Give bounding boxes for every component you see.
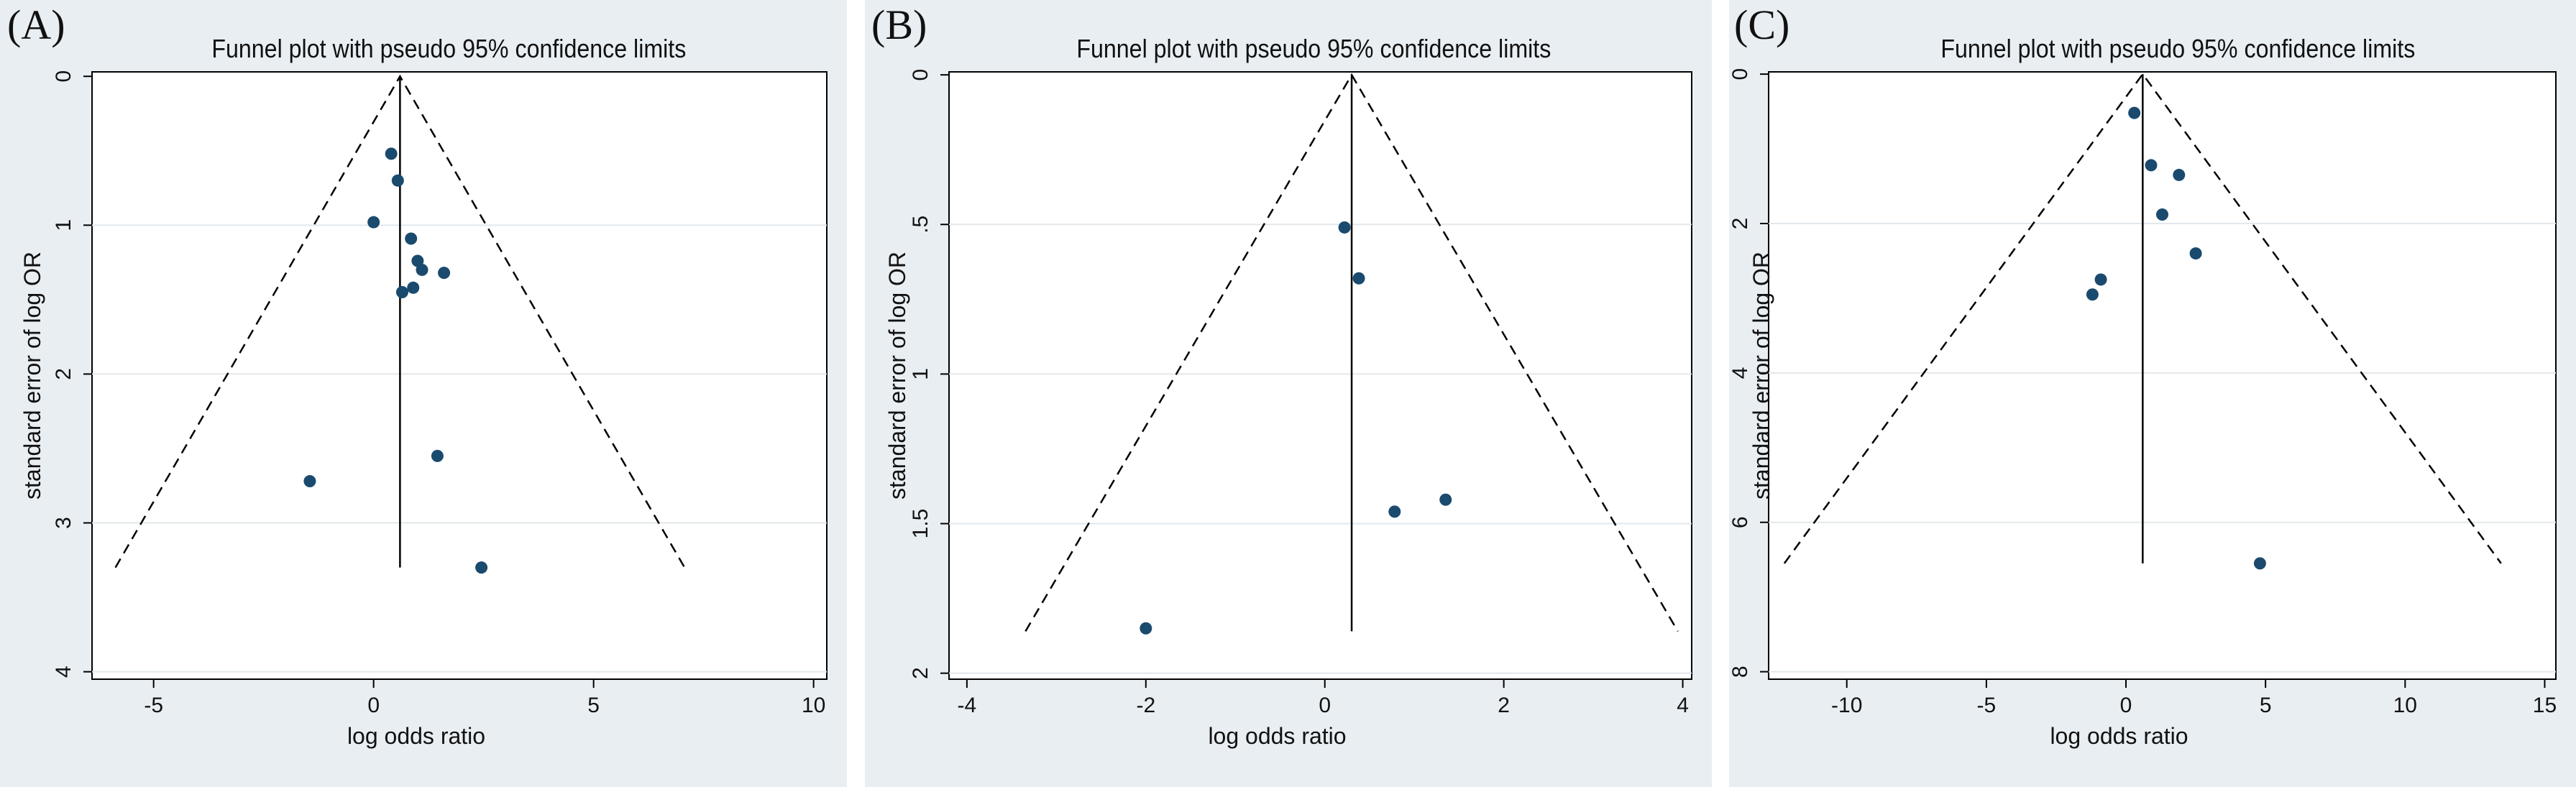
study-point	[2145, 159, 2158, 172]
study-point	[407, 281, 420, 294]
y-tick-label: 0	[52, 70, 75, 83]
chart-title: Funnel plot with pseudo 95% confidence l…	[211, 34, 686, 63]
x-axis-label: log odds ratio	[347, 723, 485, 749]
x-axis-label: log odds ratio	[1208, 723, 1346, 749]
study-point	[2156, 208, 2168, 221]
plot-area	[1768, 71, 2557, 680]
x-axis-label: log odds ratio	[2050, 723, 2188, 749]
study-point	[385, 147, 398, 160]
y-tick-label: 8	[1728, 666, 1752, 678]
y-tick-label: 1.5	[909, 509, 932, 539]
x-tick-label: 0	[2120, 694, 2132, 717]
funnel-confidence-limits	[114, 74, 686, 569]
study-point	[405, 232, 418, 245]
panel-label: (B)	[871, 1, 927, 48]
panel-label: (C)	[1734, 1, 1789, 48]
study-point	[438, 267, 451, 280]
x-tick-label: -5	[1977, 694, 1997, 717]
y-tick-label: 1	[52, 219, 75, 231]
x-tick-label: -10	[1831, 694, 1862, 717]
study-point	[1388, 505, 1401, 518]
funnel-plot-b: (B) Funnel plot with pseudo 95% confidenc…	[871, 1, 1692, 749]
y-tick-label: 2	[52, 368, 75, 380]
y-tick-label: 6	[1728, 516, 1752, 528]
study-point	[1338, 221, 1351, 234]
y-tick-label: 4	[52, 666, 75, 678]
study-point	[416, 263, 428, 276]
plot-area	[91, 71, 828, 680]
x-tick-label: 15	[2533, 694, 2557, 717]
funnel-plot-a: (A) Funnel plot with pseudo 95% confidenc…	[7, 1, 828, 749]
y-tick-label: 0	[909, 69, 932, 81]
chart-title: Funnel plot with pseudo 95% confidence l…	[1940, 34, 2415, 63]
study-point	[2173, 168, 2186, 181]
y-tick-label: 4	[1728, 367, 1752, 379]
x-tick-label: -2	[1136, 694, 1155, 717]
y-tick-label: 1	[909, 368, 932, 380]
study-point	[1352, 272, 1365, 285]
study-point	[431, 449, 444, 462]
x-tick-label: 0	[367, 694, 380, 717]
funnel-confidence-limits	[1783, 73, 2502, 564]
x-tick-label: 4	[1677, 694, 1689, 717]
x-tick-label: 0	[1319, 694, 1331, 717]
y-tick-label: 2	[1728, 218, 1752, 230]
plot-area	[948, 71, 1692, 680]
panel-label: (A)	[7, 1, 65, 48]
y-tick-label: 3	[52, 517, 75, 529]
study-point	[2094, 273, 2107, 286]
study-point	[303, 475, 316, 488]
study-point	[475, 561, 488, 574]
y-axis-label: standard error of log OR	[1748, 252, 1774, 500]
study-point	[1439, 493, 1452, 506]
study-point	[1140, 622, 1152, 635]
study-point	[2189, 247, 2202, 260]
study-point	[2086, 288, 2099, 301]
y-tick-label: .5	[909, 216, 932, 234]
y-tick-label: 2	[909, 667, 932, 679]
funnel-plot-c: (C) Funnel plot with pseudo 95% confidenc…	[1728, 1, 2557, 749]
study-point	[2128, 106, 2141, 119]
x-tick-label: 10	[802, 694, 825, 717]
x-tick-label: -4	[958, 694, 977, 717]
y-axis-label: standard error of log OR	[884, 252, 910, 500]
study-point	[391, 174, 404, 187]
x-tick-label: 5	[587, 694, 600, 717]
x-tick-label: 10	[2393, 694, 2417, 717]
x-tick-label: 2	[1498, 694, 1510, 717]
y-tick-label: 0	[1728, 68, 1752, 80]
x-tick-label: 5	[2260, 694, 2272, 717]
y-axis-label: standard error of log OR	[19, 252, 45, 500]
chart-title: Funnel plot with pseudo 95% confidence l…	[1076, 34, 1551, 63]
study-point	[2253, 557, 2266, 570]
study-point	[395, 286, 408, 299]
x-tick-label: -5	[144, 694, 163, 717]
study-point	[367, 216, 380, 229]
